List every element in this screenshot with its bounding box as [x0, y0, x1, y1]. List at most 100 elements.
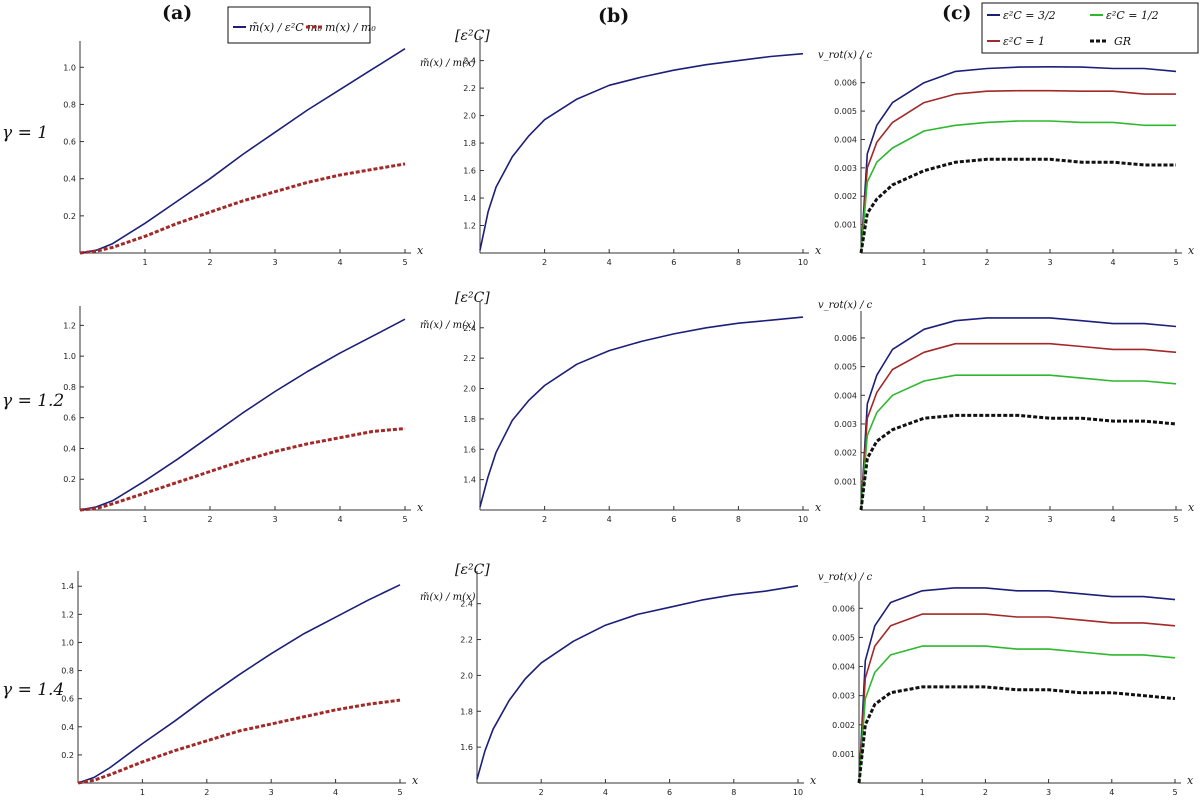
x-tick-label: 8: [731, 788, 736, 797]
series-line-blue: [476, 585, 799, 780]
x-tick-label: 3: [1046, 788, 1051, 797]
y-tick-label: 0.006: [834, 334, 857, 343]
series-line-black: [859, 157, 1176, 254]
x-tick-label: 2: [539, 788, 544, 797]
x-tick-label: 4: [1109, 788, 1114, 797]
legend-c-label-1-2: ε²C = 1/2: [1106, 9, 1159, 22]
y-tick-label: 1.2: [61, 610, 74, 619]
unit-label-b3: [ε²C]: [455, 562, 490, 578]
legend-a-frame: [227, 6, 371, 44]
x-tick-label: 2: [542, 258, 547, 267]
row-label-gamma-1-4: γ = 1.4: [2, 680, 64, 700]
series-line-blue: [860, 66, 1177, 254]
series-line-blue: [860, 317, 1177, 511]
series-line-green: [860, 120, 1176, 254]
x-tick-label: 1: [921, 515, 926, 524]
panel-a-gamma-1-4: 1 2 3 4 5 0.2 0.4 0.6 0.8 1.0 1.2 1.4 x: [61, 571, 419, 797]
y-tick-label: 0.001: [832, 750, 855, 759]
x-tick-label: 5: [1173, 515, 1178, 524]
y-tick-label: 0.004: [834, 135, 857, 144]
series-line-red: [77, 698, 401, 785]
y-tick-label: 0.6: [63, 414, 76, 423]
y-tick-label: 1.4: [463, 194, 476, 203]
y-tick-label: 0.004: [834, 391, 857, 400]
y-tick-label: 1.2: [63, 321, 76, 330]
panel-a-gamma-1: 1 2 3 4 5 0.2 0.4 0.6 0.8 1.0 x: [63, 41, 424, 267]
y-tick-label: 2.2: [463, 84, 476, 93]
x-tick-label: 4: [603, 788, 608, 797]
series-line-blue: [479, 52, 804, 251]
column-header-c: (c): [942, 2, 972, 24]
y-tick-label: 1.6: [460, 743, 473, 752]
legend-a-label-m: m(x) / m₀: [325, 21, 376, 34]
y-tick-label: 0.001: [834, 477, 857, 486]
y-tick-label: 1.4: [61, 582, 74, 591]
column-header-a: (a): [162, 2, 192, 24]
legend-c-label-3-2: ε²C = 3/2: [1003, 9, 1056, 22]
x-axis-label: x: [417, 501, 424, 514]
x-tick-label: 3: [1047, 258, 1052, 267]
y-tick-label: 0.003: [832, 692, 855, 701]
x-axis-label: x: [1187, 774, 1194, 787]
x-tick-label: 2: [204, 788, 209, 797]
x-tick-label: 2: [542, 515, 547, 524]
y-tick-label: 0.4: [63, 175, 76, 184]
x-tick-label: 1: [142, 258, 147, 267]
x-tick-label: 5: [402, 258, 407, 267]
y-tick-label: 1.0: [63, 63, 76, 72]
row-label-gamma-1-2: γ = 1.2: [2, 391, 64, 411]
y-tick-label: 0.005: [832, 633, 855, 642]
y-tick-label: 1.4: [463, 476, 476, 485]
y-tick-label: 2.0: [460, 671, 473, 680]
legend-c-frame: [981, 2, 1199, 54]
legend-c: ε²C = 3/2 ε²C = 1/2 ε²C = 1 GR: [981, 2, 1199, 54]
series-line-black: [857, 685, 1176, 784]
y-tick-label: 0.006: [832, 604, 855, 613]
x-tick-label: 3: [272, 258, 277, 267]
x-tick-label: 1: [921, 258, 926, 267]
x-tick-label: 1: [140, 788, 145, 797]
y-tick-label: 2.4: [460, 600, 473, 609]
y-tick-label: 0.8: [63, 383, 76, 392]
ylabel-c1: v_rot(x) / c: [818, 50, 873, 61]
series-line-black: [859, 413, 1177, 511]
x-tick-label: 1: [920, 788, 925, 797]
ylabel-b2: m̃(x) / m(x): [420, 320, 476, 331]
x-tick-label: 2: [207, 258, 212, 267]
x-tick-label: 4: [607, 258, 612, 267]
x-axis-label: x: [810, 774, 817, 787]
y-tick-label: 0.006: [834, 79, 857, 88]
x-tick-label: 6: [667, 788, 672, 797]
x-tick-label: 5: [402, 515, 407, 524]
x-tick-label: 2: [984, 258, 989, 267]
legend-c-label-gr: GR: [1114, 35, 1131, 48]
series-line-red: [860, 89, 1176, 254]
x-tick-label: 4: [337, 258, 342, 267]
y-tick-label: 1.0: [63, 352, 76, 361]
x-tick-label: 10: [793, 788, 803, 797]
x-tick-label: 3: [269, 788, 274, 797]
series-line-blue: [479, 316, 804, 508]
panel-b-gamma-1-2: 2 4 6 8 10 1.4 1.6 1.8 2.0 2.2 2.4 x: [463, 301, 822, 524]
y-tick-label: 0.005: [834, 107, 857, 116]
x-tick-label: 4: [337, 515, 342, 524]
y-tick-label: 0.6: [63, 138, 76, 147]
x-tick-label: 2: [984, 515, 989, 524]
y-tick-label: 0.6: [61, 695, 74, 704]
y-tick-label: 1.6: [463, 167, 476, 176]
x-tick-label: 8: [736, 258, 741, 267]
y-tick-label: 0.4: [61, 723, 74, 732]
x-tick-label: 10: [798, 258, 808, 267]
x-tick-label: 2: [207, 515, 212, 524]
y-tick-label: 0.002: [834, 449, 857, 458]
y-tick-label: 1.0: [61, 638, 74, 647]
x-tick-label: 8: [736, 515, 741, 524]
x-tick-label: 4: [1110, 258, 1115, 267]
series-line-green: [858, 645, 1176, 784]
legend-a: m̃(x) / ε²C m₀ m(x) / m₀: [227, 6, 376, 44]
x-tick-label: 1: [142, 515, 147, 524]
series-line-blue: [77, 584, 401, 784]
y-tick-label: 1.2: [463, 222, 476, 231]
x-tick-label: 5: [397, 788, 402, 797]
